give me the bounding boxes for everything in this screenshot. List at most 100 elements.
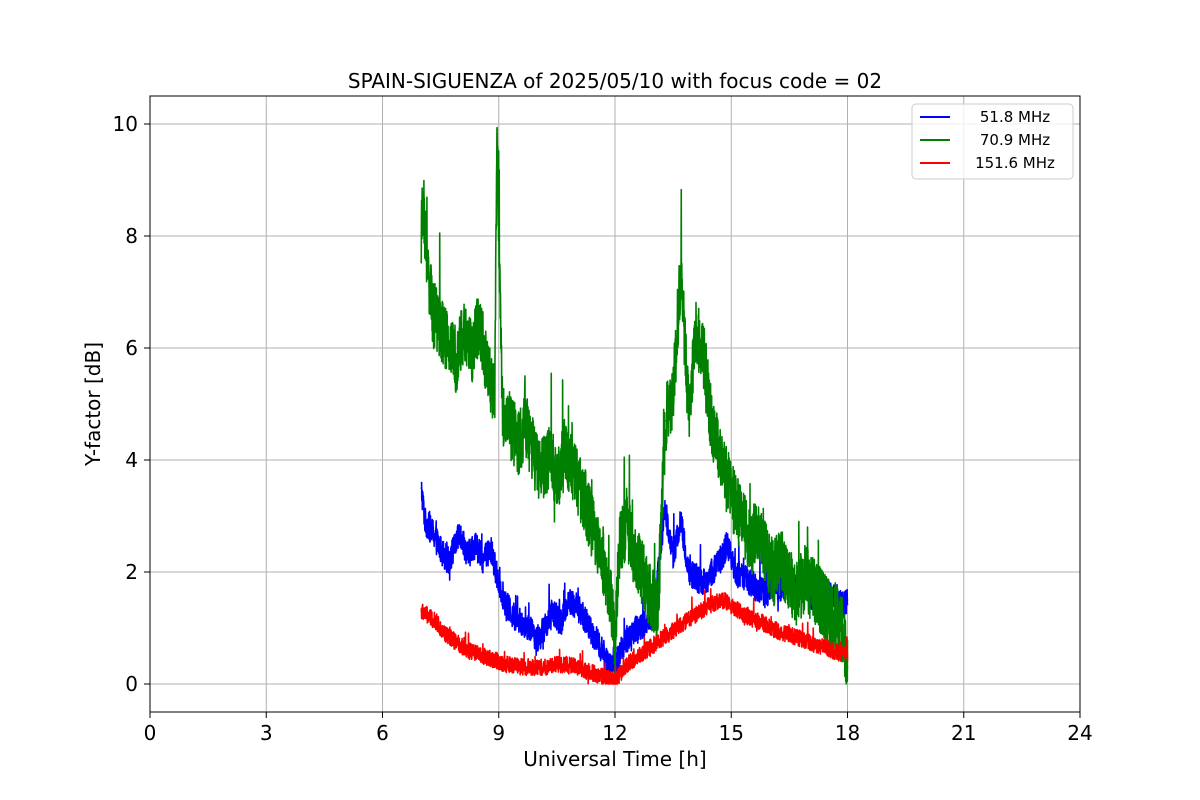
series-point: [687, 571, 690, 573]
series-point: [559, 663, 562, 666]
x-tick-label: 12: [602, 721, 627, 745]
series-point: [800, 638, 802, 640]
series-point: [614, 680, 616, 682]
y-tick-label: 10: [113, 112, 138, 136]
series-point: [757, 526, 760, 528]
series-point: [482, 560, 485, 562]
series-point: [459, 532, 461, 534]
series-point: [726, 543, 729, 545]
series-point: [470, 352, 473, 355]
series-point: [680, 520, 682, 523]
series-point: [428, 616, 430, 618]
series-point: [703, 582, 705, 584]
x-tick-label: 9: [492, 721, 505, 745]
series-point: [552, 610, 554, 612]
series-point: [439, 324, 442, 327]
series-point: [846, 666, 849, 668]
series-point: [637, 655, 640, 657]
series-point: [583, 669, 585, 671]
series-point: [494, 397, 496, 400]
series-point: [734, 571, 736, 573]
grid-layer: [149, 96, 1081, 712]
series-point: [807, 641, 810, 643]
series-point: [664, 420, 667, 422]
series-point: [618, 548, 620, 551]
series-point: [711, 571, 713, 573]
series-point: [842, 632, 845, 635]
series-point: [478, 319, 481, 321]
series-point: [463, 330, 465, 333]
series-point: [443, 632, 446, 635]
series-point: [583, 616, 585, 618]
x-tick-label: 15: [719, 721, 744, 745]
series-point: [621, 644, 624, 646]
series-point: [660, 638, 663, 640]
chart-title: SPAIN-SIGUENZA of 2025/05/10 with focus …: [348, 69, 882, 93]
series-point: [432, 313, 434, 316]
series-point: [497, 660, 500, 663]
series-point: [606, 677, 609, 680]
series-point: [579, 487, 581, 489]
series-point: [621, 669, 624, 671]
series-point: [753, 618, 756, 621]
series-point: [718, 560, 721, 562]
series-point: [745, 616, 748, 618]
series-point: [590, 672, 593, 674]
series-point: [517, 442, 519, 445]
series-point: [664, 509, 667, 512]
x-tick-label: 24: [1067, 721, 1092, 745]
series-point: [466, 649, 469, 652]
series-point: [521, 666, 523, 668]
series-point: [420, 610, 423, 612]
series-point: [835, 616, 837, 618]
series-point: [606, 660, 609, 663]
series-point: [552, 663, 554, 666]
series-point: [536, 638, 539, 640]
x-tick-label: 3: [260, 721, 273, 745]
series-point: [474, 543, 477, 545]
series-point: [459, 644, 461, 646]
series-point: [823, 646, 826, 649]
y-axis-label: Y-factor [dB]: [81, 342, 105, 467]
series-point: [749, 582, 752, 584]
series-point: [420, 235, 423, 237]
series-point: [711, 425, 713, 428]
series-point: [614, 649, 616, 652]
series-point: [815, 644, 818, 646]
x-tick-label: 6: [376, 721, 389, 745]
series-point: [424, 520, 426, 523]
series-point: [691, 616, 694, 618]
series-line: [420, 588, 849, 685]
series-point: [819, 599, 822, 601]
series-point: [811, 588, 814, 590]
series-point: [773, 571, 775, 573]
series-point: [602, 560, 605, 562]
series-point: [831, 649, 833, 652]
series-point: [846, 599, 849, 601]
legend-frame: [911, 103, 1074, 180]
series-point: [544, 666, 547, 668]
x-tick-label: 21: [951, 721, 976, 745]
series-point: [525, 425, 527, 428]
series-point: [742, 576, 744, 579]
series-point: [749, 543, 752, 545]
series-point: [598, 674, 601, 677]
series-point: [482, 655, 485, 657]
series-point: [827, 610, 829, 612]
series-point: [656, 616, 659, 618]
series-point: [540, 470, 543, 473]
y-tick-label: 0: [125, 672, 138, 696]
series-point: [695, 330, 698, 333]
series-point: [804, 576, 806, 579]
series-point: [563, 448, 566, 450]
legend-label-51-8: 51.8 MHz: [980, 108, 1050, 126]
legend: 51.8 MHz 70.9 MHz 151.6 MHz: [911, 103, 1074, 180]
series-point: [695, 576, 698, 579]
series-point: [447, 347, 450, 349]
series-point: [505, 663, 508, 666]
series-point: [629, 632, 632, 635]
series-point: [505, 604, 508, 607]
series-point: [687, 414, 690, 417]
series-point: [734, 504, 736, 506]
series-point: [738, 610, 740, 612]
